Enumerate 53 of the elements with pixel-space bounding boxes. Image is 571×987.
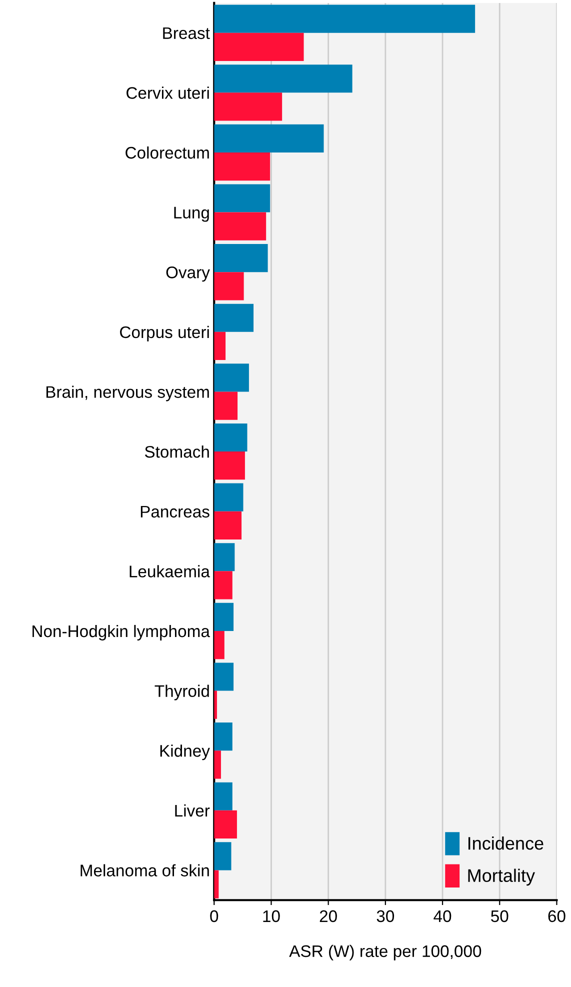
y-tick-label: Brain, nervous system xyxy=(46,386,209,402)
bar xyxy=(214,272,244,300)
bar xyxy=(214,630,224,660)
y-tick-label: Colorectum xyxy=(126,146,209,159)
bar xyxy=(214,124,324,152)
bar xyxy=(214,602,234,631)
legend-label: Mortality xyxy=(468,868,535,886)
bar xyxy=(214,244,268,272)
x-tick-label: 30 xyxy=(376,910,394,922)
y-tick-label: Ovary xyxy=(166,266,210,282)
y-tick-label: Stomach xyxy=(144,446,209,458)
bar xyxy=(214,571,232,600)
y-tick-label: Liver xyxy=(175,804,210,817)
x-tick-label: 50 xyxy=(491,910,508,922)
bar xyxy=(214,750,221,779)
x-tick-label: 0 xyxy=(210,910,218,922)
bar xyxy=(214,64,352,93)
x-tick-label: 10 xyxy=(263,910,280,922)
y-tick-label: Thyroid xyxy=(154,684,209,700)
bar xyxy=(214,392,238,420)
x-tick-label: 60 xyxy=(548,910,566,922)
bar xyxy=(214,842,232,870)
bar xyxy=(214,332,226,360)
y-tick-label: Pancreas xyxy=(140,506,210,518)
bar xyxy=(214,423,248,452)
bar xyxy=(214,722,232,751)
y-tick-label: Kidney xyxy=(160,744,210,760)
x-tick-label: 40 xyxy=(434,910,452,922)
bar xyxy=(214,483,244,512)
y-tick-label: Cervix uteri xyxy=(126,86,209,99)
bar xyxy=(214,452,245,480)
y-tick-label: Non-Hodgkin lymphoma xyxy=(32,624,210,640)
bar xyxy=(214,782,232,810)
bar xyxy=(214,304,254,332)
y-tick-label: Leukaemia xyxy=(130,565,210,578)
bar xyxy=(214,32,304,61)
bar xyxy=(214,184,270,212)
y-tick-label: Breast xyxy=(163,27,210,40)
x-tick-label: 20 xyxy=(320,910,337,922)
bar xyxy=(214,543,235,572)
y-tick-label: Corpus uteri xyxy=(120,326,209,342)
x-axis-title: ASR (W) rate per 100,000 xyxy=(289,944,482,960)
bar xyxy=(214,662,234,691)
bar xyxy=(214,4,476,33)
y-tick-label: Lung xyxy=(174,206,209,222)
bar xyxy=(214,810,237,839)
bar xyxy=(214,152,270,181)
legend-label: Incidence xyxy=(468,836,544,850)
bar xyxy=(214,364,249,392)
bar xyxy=(214,511,242,540)
bar xyxy=(214,92,282,121)
y-tick-label: Melanoma of skin xyxy=(80,864,209,876)
bar xyxy=(214,212,266,240)
